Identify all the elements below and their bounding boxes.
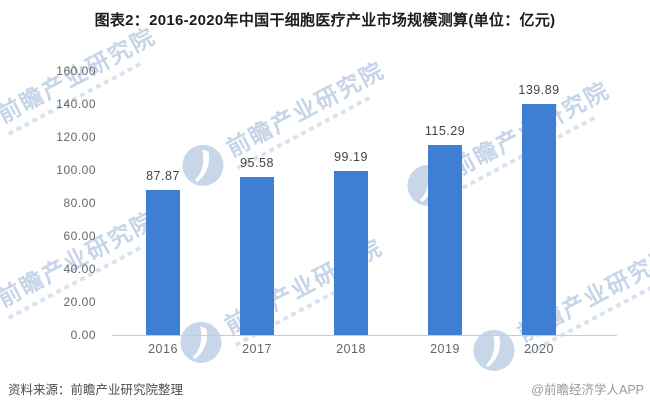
- bar-value-label: 139.89: [518, 83, 560, 97]
- y-axis-tick-label: 60.00: [63, 229, 96, 243]
- x-axis-label: 2016: [148, 342, 178, 356]
- x-axis-label: 2019: [430, 342, 460, 356]
- bar: [522, 104, 556, 335]
- y-axis-tick-label: 160.00: [56, 64, 96, 78]
- y-axis-tick-label: 40.00: [63, 262, 96, 276]
- credit-note: @前瞻经济学人APP: [531, 383, 644, 397]
- bar: [240, 177, 274, 335]
- y-axis-tick-label: 20.00: [63, 295, 96, 309]
- bar: [334, 171, 368, 335]
- y-axis-tick-label: 140.00: [56, 97, 96, 111]
- bar-value-label: 95.58: [240, 156, 274, 170]
- x-axis-line: [112, 335, 617, 336]
- bar: [146, 190, 180, 335]
- source-note: 资料来源：前瞻产业研究院整理: [8, 383, 184, 397]
- bar-value-label: 87.87: [146, 169, 180, 183]
- chart-title: 图表2：2016-2020年中国干细胞医疗产业市场规模测算(单位：亿元): [94, 12, 556, 29]
- y-axis-tick-label: 100.00: [56, 163, 96, 177]
- x-axis-label: 2017: [242, 342, 272, 356]
- y-axis-tick-label: 0.00: [70, 328, 96, 342]
- x-axis-label: 2020: [524, 342, 554, 356]
- bar: [428, 145, 462, 335]
- x-axis-label: 2018: [336, 342, 366, 356]
- bar-value-label: 99.19: [334, 150, 368, 164]
- bar-value-label: 115.29: [424, 124, 466, 138]
- y-axis-tick-label: 80.00: [63, 196, 96, 210]
- y-axis-tick-label: 120.00: [56, 130, 96, 144]
